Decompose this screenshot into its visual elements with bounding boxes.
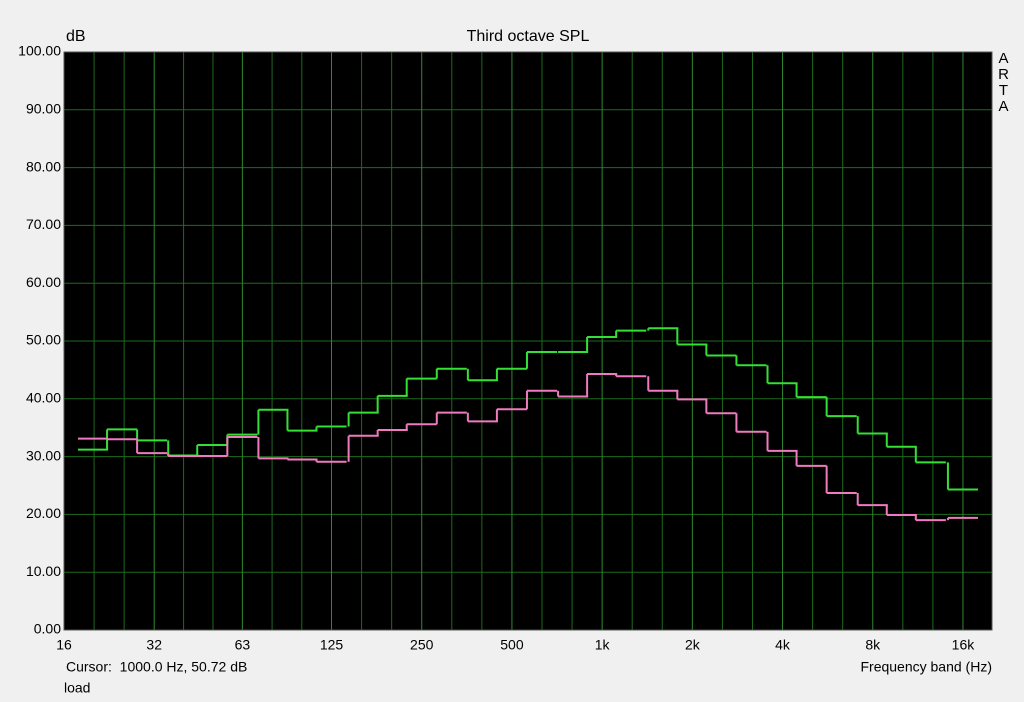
y-tick-label: 20.00: [26, 505, 61, 521]
x-tick-label: 63: [235, 637, 251, 653]
x-axis-label: Frequency band (Hz): [860, 659, 992, 675]
cursor-readout: Cursor: 1000.0 Hz, 50.72 dB: [66, 659, 247, 675]
chart-title: Third octave SPL: [467, 28, 590, 45]
x-tick-label: 32: [146, 637, 162, 653]
y-tick-label: 10.00: [26, 563, 61, 579]
y-tick-label: 50.00: [26, 332, 61, 348]
y-tick-label: 40.00: [26, 390, 61, 406]
x-tick-label: 8k: [865, 637, 881, 653]
y-tick-label: 30.00: [26, 447, 61, 463]
y-tick-label: 60.00: [26, 274, 61, 290]
watermark: ARTA: [995, 50, 1012, 114]
y-tick-label: 0.00: [34, 621, 61, 637]
x-tick-label: 16: [56, 637, 72, 653]
y-tick-label: 80.00: [26, 158, 61, 174]
x-tick-label: 250: [410, 637, 434, 653]
x-tick-label: 4k: [775, 637, 791, 653]
x-tick-label: 2k: [685, 637, 701, 653]
x-tick-label: 1k: [595, 637, 611, 653]
x-tick-label: 125: [320, 637, 344, 653]
x-tick-label: 500: [500, 637, 524, 653]
x-tick-label: 16k: [952, 637, 976, 653]
footer-label: load: [64, 680, 90, 696]
y-tick-label: 70.00: [26, 216, 61, 232]
y-tick-label: 100.00: [18, 43, 61, 59]
y-tick-label: 90.00: [26, 101, 61, 117]
plot-border: [63, 51, 993, 631]
y-axis-label: dB: [66, 28, 86, 45]
